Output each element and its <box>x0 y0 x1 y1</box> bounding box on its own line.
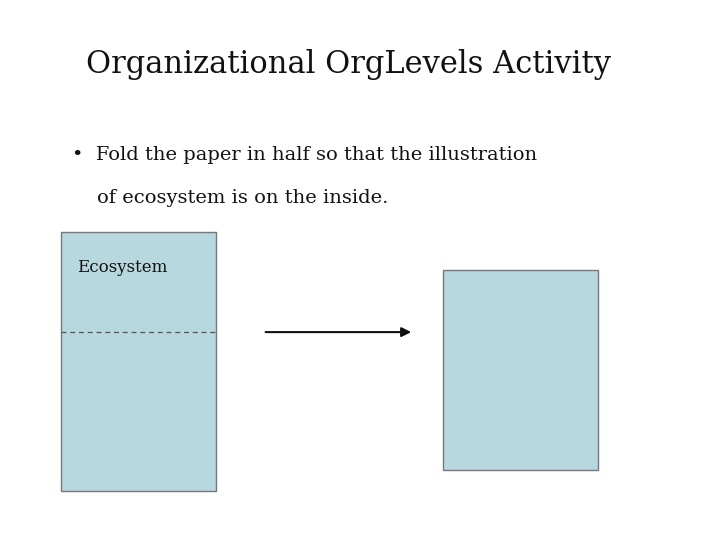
Text: Ecosystem: Ecosystem <box>77 259 168 276</box>
Text: •  Fold the paper in half so that the illustration: • Fold the paper in half so that the ill… <box>72 146 537 164</box>
Text: Organizational OrgLevels Activity: Organizational OrgLevels Activity <box>86 49 611 79</box>
Bar <box>443 270 598 470</box>
Bar <box>61 232 216 491</box>
Text: of ecosystem is on the inside.: of ecosystem is on the inside. <box>72 189 388 207</box>
